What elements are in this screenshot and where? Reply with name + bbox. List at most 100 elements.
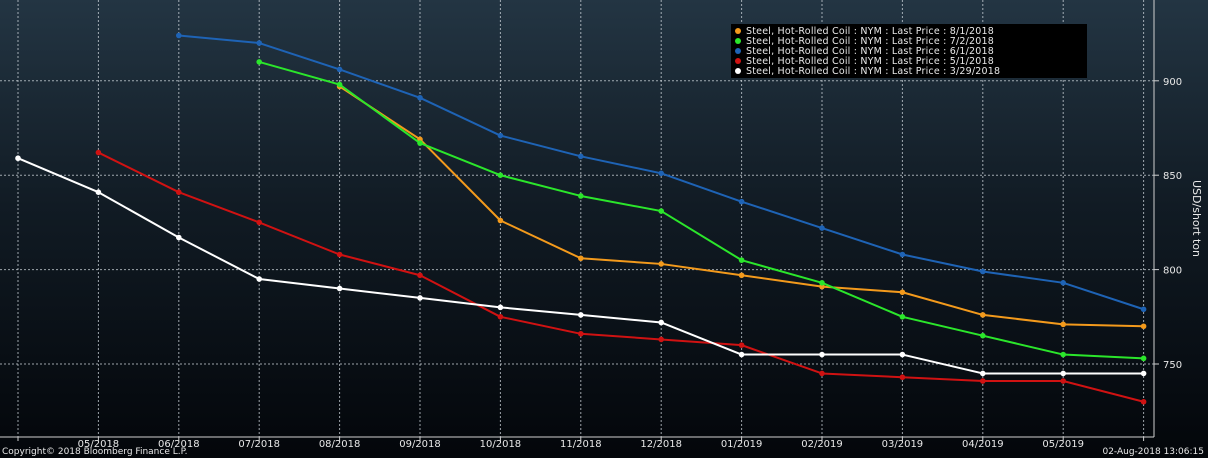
data-point-series-3 xyxy=(738,342,745,348)
data-point-series-2 xyxy=(336,66,343,73)
x-tick-label: 05/2018 xyxy=(78,439,120,450)
data-point-series-1 xyxy=(497,172,504,178)
y-axis-title: USD/short ton xyxy=(1190,180,1203,257)
data-point-series-0 xyxy=(738,272,745,279)
x-tick-label: 03/2019 xyxy=(882,439,924,450)
y-tick-label: 750 xyxy=(1163,360,1182,371)
data-point-series-3 xyxy=(176,189,182,195)
x-tick-label: 09/2018 xyxy=(399,439,441,450)
data-point-series-3 xyxy=(819,370,825,377)
data-point-series-3 xyxy=(980,378,986,384)
series-line-3 xyxy=(97,151,1144,403)
data-point-series-3 xyxy=(899,374,906,381)
data-point-series-4 xyxy=(1140,370,1147,377)
copyright-text: Copyright© 2018 Bloomberg Finance L.P. xyxy=(2,447,188,457)
data-point-series-0 xyxy=(658,261,664,267)
data-point-series-2 xyxy=(578,153,584,160)
legend-label: Steel, Hot-Rolled Coil : NYM : Last Pric… xyxy=(746,65,1001,77)
data-point-series-1 xyxy=(1140,355,1147,362)
data-point-series-3 xyxy=(1140,398,1147,405)
x-tick-label: 10/2018 xyxy=(480,439,522,450)
data-point-series-2 xyxy=(899,251,906,258)
x-tick-label: 11/2018 xyxy=(560,439,602,450)
data-point-series-3 xyxy=(95,149,102,156)
data-point-series-3 xyxy=(658,336,664,343)
data-point-series-4 xyxy=(1060,370,1066,377)
legend-item-5-1-2018: Steel, Hot-Rolled Coil : NYM : Last Pric… xyxy=(735,55,1083,67)
data-point-series-0 xyxy=(980,312,986,318)
data-point-series-4 xyxy=(980,370,986,377)
data-point-series-2 xyxy=(738,198,745,205)
data-point-series-1 xyxy=(336,81,343,88)
data-point-series-1 xyxy=(658,208,664,214)
legend-label: Steel, Hot-Rolled Coil : NYM : Last Pric… xyxy=(746,55,994,67)
legend-marker-icon xyxy=(735,28,741,34)
data-point-series-0 xyxy=(1140,323,1147,330)
data-point-series-4 xyxy=(95,189,102,195)
data-point-series-1 xyxy=(578,193,584,199)
legend-item-8-1-2018: Steel, Hot-Rolled Coil : NYM : Last Pric… xyxy=(735,25,1083,37)
data-point-series-2 xyxy=(980,268,986,275)
data-point-series-1 xyxy=(819,280,825,286)
y-tick-label: 800 xyxy=(1163,266,1182,277)
data-point-series-4 xyxy=(658,319,664,326)
data-point-series-0 xyxy=(899,289,906,296)
y-tick-label: 850 xyxy=(1163,171,1182,182)
data-point-series-3 xyxy=(497,314,504,320)
data-point-series-4 xyxy=(899,351,906,358)
data-point-series-3 xyxy=(1060,378,1066,384)
data-point-series-4 xyxy=(417,295,423,301)
data-point-series-2 xyxy=(417,94,423,101)
x-tick-label: 07/2018 xyxy=(238,439,280,450)
data-point-series-3 xyxy=(336,251,343,258)
data-point-series-1 xyxy=(738,257,745,263)
data-point-series-2 xyxy=(1060,280,1066,286)
legend-marker-icon xyxy=(735,38,741,44)
timestamp-text: 02-Aug-2018 13:06:15 xyxy=(1102,447,1204,457)
legend-marker-icon xyxy=(735,48,741,54)
data-point-series-4 xyxy=(15,155,21,162)
data-point-series-1 xyxy=(899,314,906,320)
data-point-series-4 xyxy=(336,285,343,292)
legend-item-7-2-2018: Steel, Hot-Rolled Coil : NYM : Last Pric… xyxy=(735,35,1083,47)
series-line-0 xyxy=(339,85,1144,328)
data-point-series-4 xyxy=(578,312,584,318)
data-point-series-1 xyxy=(1060,351,1066,358)
series-line-1 xyxy=(258,60,1144,360)
data-point-series-0 xyxy=(578,255,584,262)
data-point-series-3 xyxy=(578,330,584,337)
y-tick-label: 900 xyxy=(1163,77,1182,88)
legend-marker-icon xyxy=(735,58,741,64)
data-point-series-2 xyxy=(497,132,504,139)
data-point-series-3 xyxy=(417,272,423,279)
legend: Steel, Hot-Rolled Coil : NYM : Last Pric… xyxy=(731,24,1087,78)
data-point-series-3 xyxy=(256,219,263,226)
legend-label: Steel, Hot-Rolled Coil : NYM : Last Pric… xyxy=(746,45,994,57)
x-tick-label: 08/2018 xyxy=(319,439,361,450)
data-point-series-1 xyxy=(417,140,423,146)
legend-label: Steel, Hot-Rolled Coil : NYM : Last Pric… xyxy=(746,35,994,47)
legend-label: Steel, Hot-Rolled Coil : NYM : Last Pric… xyxy=(746,25,994,37)
legend-marker-icon xyxy=(735,68,741,74)
data-point-series-4 xyxy=(256,276,263,282)
x-tick-label: 06/2018 xyxy=(158,439,200,450)
data-point-series-4 xyxy=(497,304,504,311)
data-point-series-4 xyxy=(738,351,745,358)
legend-item-6-1-2018: Steel, Hot-Rolled Coil : NYM : Last Pric… xyxy=(735,45,1083,57)
data-point-series-4 xyxy=(176,234,182,241)
x-tick-label: 05/2019 xyxy=(1042,439,1084,450)
data-point-series-0 xyxy=(1060,321,1066,328)
data-point-series-2 xyxy=(256,40,263,46)
legend-item-3-29-2018: Steel, Hot-Rolled Coil : NYM : Last Pric… xyxy=(735,65,1083,77)
x-tick-label: 04/2019 xyxy=(962,439,1004,450)
data-point-series-0 xyxy=(497,217,504,224)
data-point-series-2 xyxy=(819,225,825,231)
data-point-series-4 xyxy=(819,351,825,358)
data-point-series-1 xyxy=(256,59,263,65)
data-point-series-2 xyxy=(658,170,664,177)
x-tick-label: 12/2018 xyxy=(640,439,682,450)
data-point-series-1 xyxy=(980,332,986,339)
data-point-series-2 xyxy=(176,32,182,39)
